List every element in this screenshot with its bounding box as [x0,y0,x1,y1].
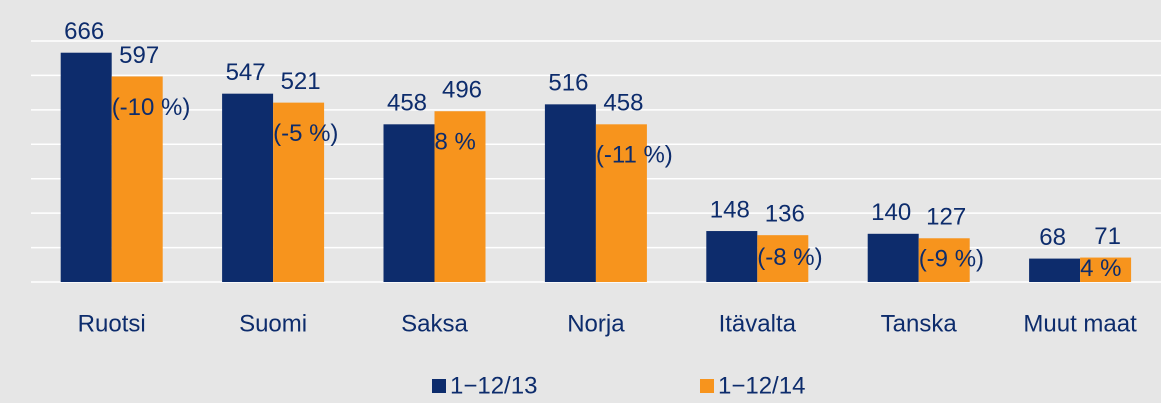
change-label: (-5 %) [273,120,338,147]
bar [757,235,809,282]
legend-label: 1−12/13 [450,372,537,399]
legend-swatch [432,379,446,393]
value-label: 127 [926,204,966,231]
x-tick-label: Suomi [239,310,307,337]
value-label: 496 [442,77,482,104]
change-label: (-10 %) [112,94,191,121]
value-label: 458 [387,90,427,117]
bar [111,76,163,282]
change-label: 4 % [1080,255,1121,282]
value-label: 68 [1039,224,1066,251]
value-label: 597 [119,42,159,69]
x-tick-label: Tanska [881,310,958,337]
x-tick-label: Saksa [401,310,468,337]
value-label: 148 [710,196,750,223]
bar [273,102,325,283]
bar [918,238,970,282]
x-tick-label: Ruotsi [78,310,146,337]
change-label: (-11 %) [596,142,673,169]
x-tick-label: Muut maat [1023,310,1137,337]
change-label: (-8 %) [757,244,822,271]
value-label: 521 [281,68,321,95]
bar [383,124,435,283]
bar [60,52,112,282]
bar [544,104,596,282]
change-label: 8 % [435,129,476,156]
bar [222,93,274,282]
x-tick-label: Norja [567,310,625,337]
value-label: 666 [64,18,104,45]
value-label: 71 [1094,223,1121,250]
bar [434,111,486,282]
value-label: 140 [871,199,911,226]
bar [867,233,919,282]
value-label: 458 [603,90,643,117]
bar [706,231,758,282]
x-tick-label: Itävalta [719,310,797,337]
bar [1080,257,1132,282]
value-label: 516 [548,70,588,97]
legend-swatch [700,379,714,393]
bar [1029,258,1081,282]
change-label: (-9 %) [919,245,984,272]
bar [595,124,647,283]
value-label: 136 [765,201,805,228]
legend-label: 1−12/14 [718,372,805,399]
value-label: 547 [226,59,266,86]
